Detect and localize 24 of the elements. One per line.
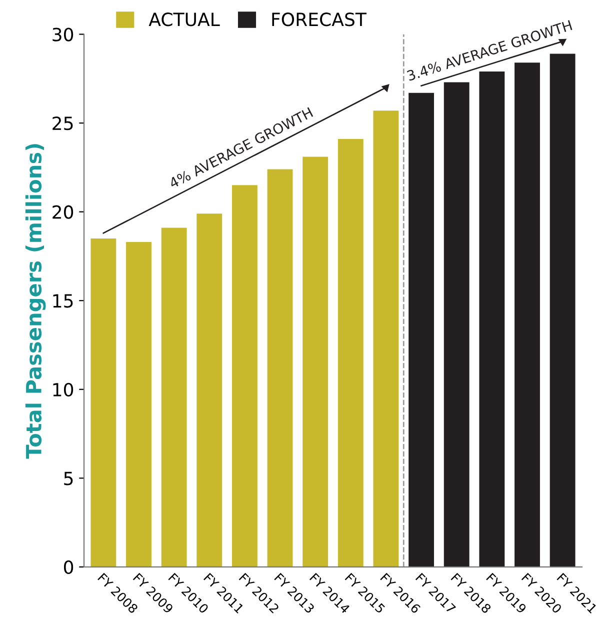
bar <box>479 72 505 567</box>
y-tick-label: 5 <box>64 472 73 486</box>
y-tick-label: 30 <box>52 28 74 42</box>
bar <box>373 110 399 567</box>
bar <box>196 214 222 567</box>
bar <box>514 62 540 567</box>
bar <box>232 185 258 567</box>
bar <box>267 169 293 567</box>
bar <box>161 228 187 567</box>
bar <box>408 92 434 567</box>
y-tick-label: 15 <box>53 294 73 308</box>
y-tick-label: 0 <box>64 560 74 574</box>
bar <box>550 54 576 567</box>
legend-label: ACTUAL <box>148 12 220 26</box>
y-tick-label: 20 <box>52 205 74 219</box>
legend-label: FORECAST <box>272 12 367 26</box>
y-tick-label: 10 <box>53 382 74 396</box>
bar <box>338 139 364 567</box>
bar <box>444 82 470 567</box>
bar <box>90 238 116 567</box>
bar <box>302 156 328 567</box>
bar <box>126 242 152 567</box>
y-axis-title: Total Passengers (millions) <box>25 144 46 459</box>
y-tick-label: 25 <box>52 116 73 130</box>
